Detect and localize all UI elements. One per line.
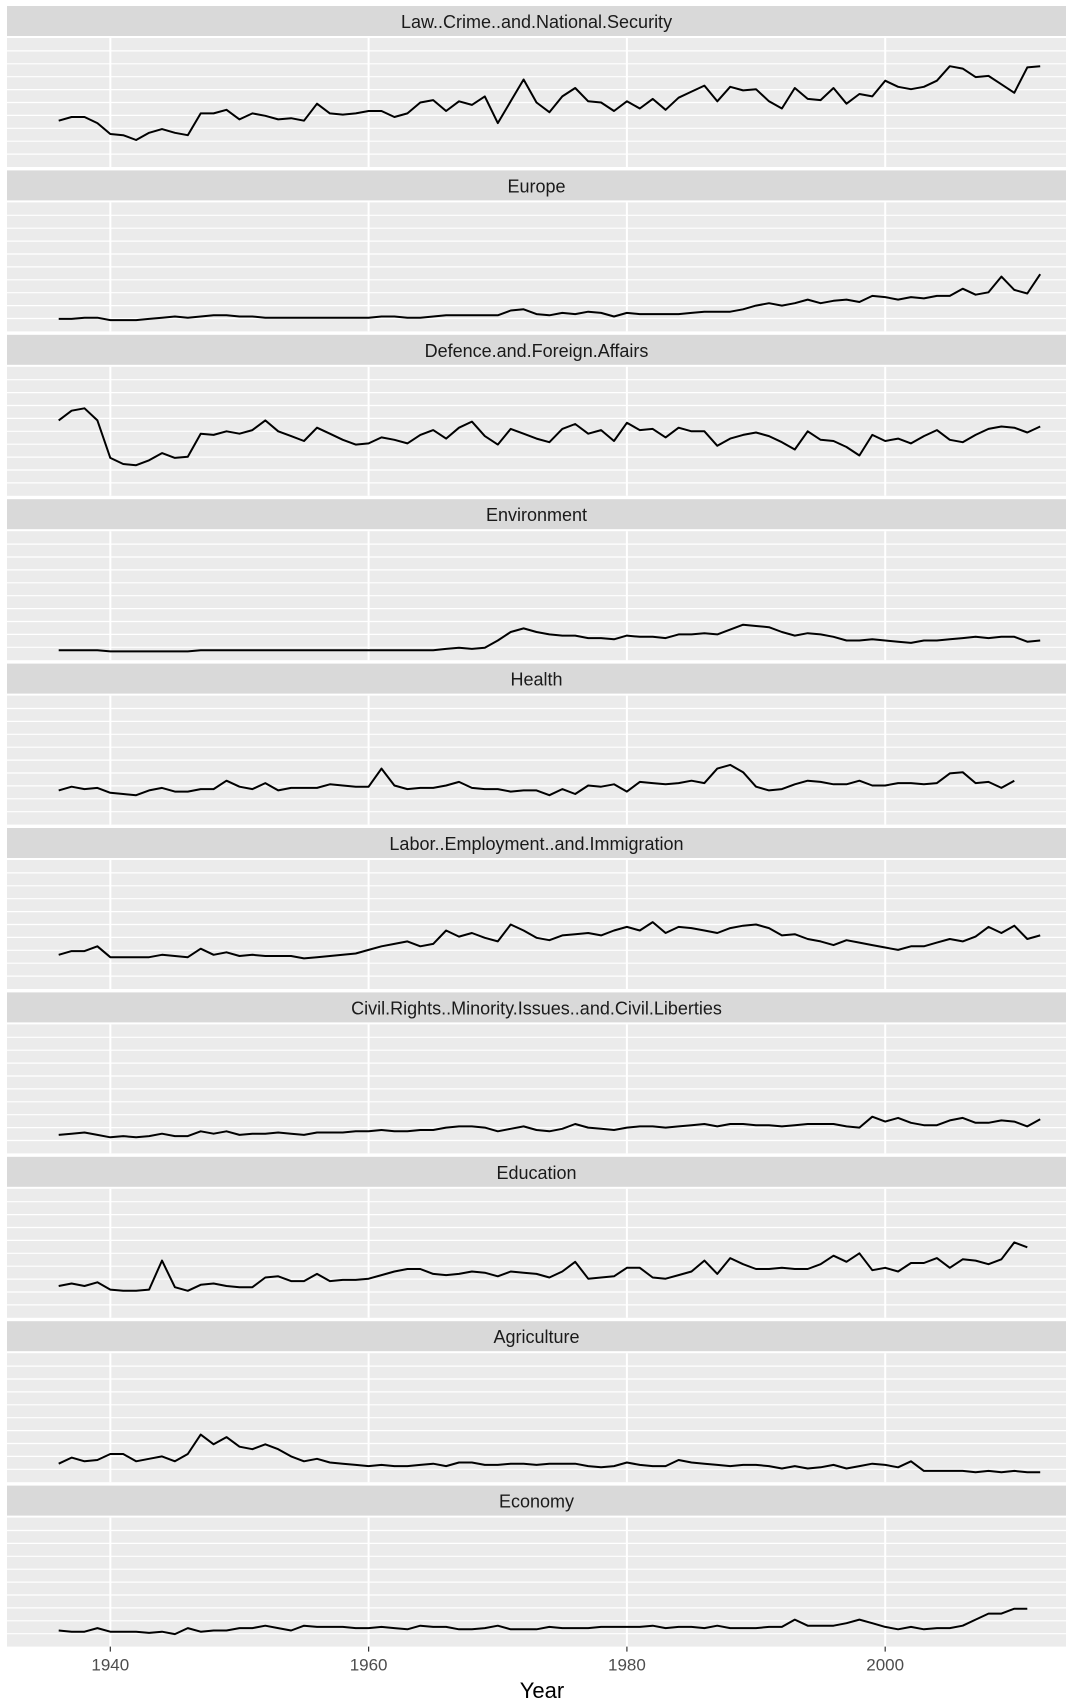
facet-strip bbox=[7, 992, 1066, 1023]
facet-panel: Labor..Employment..and.Immigration bbox=[7, 828, 1066, 989]
facet-strip-label: Education bbox=[496, 1163, 576, 1183]
facet-strip-label: Labor..Employment..and.Immigration bbox=[389, 834, 683, 854]
facet-panel: Law..Crime..and.National.Security bbox=[7, 6, 1066, 167]
facet-strip bbox=[7, 663, 1066, 694]
x-tick-label: 1960 bbox=[350, 1656, 388, 1675]
series-line bbox=[58, 1433, 1041, 1474]
facet-strip bbox=[7, 170, 1066, 201]
series-line bbox=[58, 921, 1041, 960]
facet-panel: Economy bbox=[7, 1485, 1066, 1647]
x-tick-label: 1940 bbox=[91, 1656, 129, 1675]
series-line bbox=[58, 1115, 1041, 1139]
facet-panel: Defence.and.Foreign.Affairs bbox=[7, 334, 1066, 496]
facet-strip bbox=[7, 1156, 1066, 1187]
facet-strip-label: Law..Crime..and.National.Security bbox=[401, 12, 672, 32]
facet-panel: Civil.Rights..Minority.Issues..and.Civil… bbox=[7, 992, 1066, 1154]
facet-strip bbox=[7, 334, 1066, 365]
series-line bbox=[58, 1607, 1028, 1636]
facet-panel: Education bbox=[7, 1156, 1066, 1318]
facet-strip-label: Defence.and.Foreign.Affairs bbox=[425, 341, 649, 361]
x-axis-title: Year bbox=[520, 1678, 564, 1703]
facet-strip bbox=[7, 828, 1066, 858]
facet-strip bbox=[7, 1485, 1066, 1516]
facet-strip-label: Europe bbox=[507, 176, 565, 196]
facet-strip-label: Economy bbox=[499, 1492, 574, 1512]
facet-panels: Law..Crime..and.National.Security Europe D… bbox=[7, 6, 1066, 1647]
series-line bbox=[58, 273, 1042, 322]
facet-strip bbox=[7, 6, 1066, 36]
facet-panel: Health bbox=[7, 663, 1066, 825]
facet-panel: Environment bbox=[7, 499, 1066, 661]
facet-strip-label: Agriculture bbox=[493, 1327, 579, 1347]
facet-strip-label: Environment bbox=[486, 505, 587, 525]
series-line bbox=[58, 65, 1041, 141]
facet-strip bbox=[7, 499, 1066, 530]
facet-strip bbox=[7, 1321, 1066, 1352]
series-line bbox=[58, 1241, 1028, 1292]
series-line bbox=[58, 763, 1015, 797]
facet-strip-label: Health bbox=[510, 670, 562, 690]
x-tick-label: 2000 bbox=[866, 1656, 904, 1675]
x-tick-label: 1980 bbox=[608, 1656, 646, 1675]
x-axis-ticks: 1940 1960 1980 2000 bbox=[91, 1646, 904, 1675]
facet-panel: Europe bbox=[7, 170, 1066, 332]
series-line bbox=[58, 407, 1041, 467]
facet-panel: Agriculture bbox=[7, 1321, 1066, 1483]
facet-strip-label: Civil.Rights..Minority.Issues..and.Civil… bbox=[351, 998, 722, 1018]
series-line bbox=[58, 623, 1041, 653]
